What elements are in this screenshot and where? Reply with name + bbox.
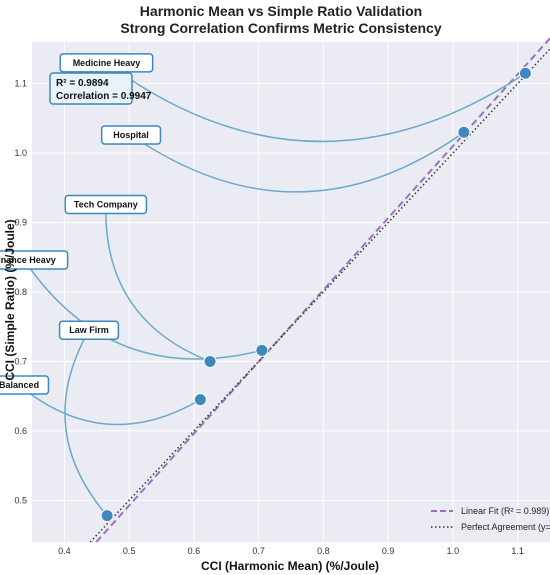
annotation-label: Medicine Heavy <box>73 58 141 68</box>
y-tick-label: 1.1 <box>14 79 27 89</box>
linear-fit-line <box>95 37 550 543</box>
annotation-connector <box>105 204 211 363</box>
reference-lines <box>89 37 550 543</box>
annotation-box <box>64 194 148 215</box>
annotation-box <box>0 250 69 270</box>
annotation-label: Law Firm <box>69 325 109 335</box>
x-tick-label: 0.4 <box>58 546 71 556</box>
x-tick-label: 0.9 <box>382 546 395 556</box>
annotation-connector <box>130 131 465 193</box>
data-point <box>100 509 114 523</box>
y-tick-label: 0.7 <box>14 356 27 366</box>
annotation-connector <box>18 384 201 426</box>
x-tick-label: 0.6 <box>188 546 201 556</box>
annotation-connector <box>106 62 526 143</box>
annotation-label: Hospital <box>113 130 149 140</box>
data-points <box>100 66 532 523</box>
point-annotations: Medicine Heavy Hospital Tech Company Financ… <box>0 53 162 395</box>
stats-box: R² = 0.9894 Correlation = 0.9947 <box>49 72 152 105</box>
legend: Linear Fit (R² = 0.989) Perfect Agreemen… <box>431 506 550 532</box>
identity-line <box>89 48 550 543</box>
y-tick-label: 0.8 <box>14 287 27 297</box>
data-point <box>193 393 207 407</box>
data-point <box>255 343 269 357</box>
annotation-connector <box>23 259 263 360</box>
x-axis-ticks: 0.4 0.5 0.6 0.7 0.8 0.9 1.0 1.1 <box>58 546 524 556</box>
annotation-box <box>100 125 162 145</box>
annotation-label: Finance Heavy <box>0 255 56 265</box>
annotation-box <box>59 53 154 73</box>
y-axis-label: CCI (Simple Ratio) (%/Joule) <box>3 219 17 380</box>
annotation-connector <box>64 329 108 517</box>
y-tick-label: 1.0 <box>14 148 27 158</box>
grid <box>32 42 550 542</box>
x-tick-label: 0.8 <box>317 546 330 556</box>
x-tick-label: 1.1 <box>511 546 524 556</box>
data-point <box>457 125 471 139</box>
legend-fit-label: Linear Fit (R² = 0.989) <box>461 506 549 516</box>
chart-subtitle: Strong Correlation Confirms Metric Consi… <box>120 20 441 36</box>
y-tick-label: 0.6 <box>14 426 27 436</box>
chart-title: Harmonic Mean vs Simple Ratio Validation <box>140 3 422 19</box>
annotation-connectors <box>18 62 526 517</box>
y-axis-ticks: 0.5 0.6 0.7 0.8 0.9 1.0 1.1 <box>14 79 27 506</box>
x-tick-label: 0.7 <box>252 546 265 556</box>
annotation-box <box>0 375 50 395</box>
annotation-box <box>58 320 120 340</box>
stats-r2: R² = 0.9894 <box>56 78 109 89</box>
data-point <box>203 354 217 368</box>
x-axis-label: CCI (Harmonic Mean) (%/Joule) <box>201 559 379 573</box>
x-tick-label: 0.5 <box>123 546 136 556</box>
x-tick-label: 1.0 <box>447 546 460 556</box>
y-tick-label: 0.9 <box>14 218 27 228</box>
legend-identity-label: Perfect Agreement (y=x) <box>461 522 550 532</box>
stats-correlation: Correlation = 0.9947 <box>56 91 152 102</box>
annotation-label: Tech Company <box>74 200 138 210</box>
annotation-label: Balanced <box>0 380 39 390</box>
stats-box-frame <box>49 72 133 105</box>
y-tick-label: 0.5 <box>14 495 27 505</box>
data-point <box>518 66 532 80</box>
